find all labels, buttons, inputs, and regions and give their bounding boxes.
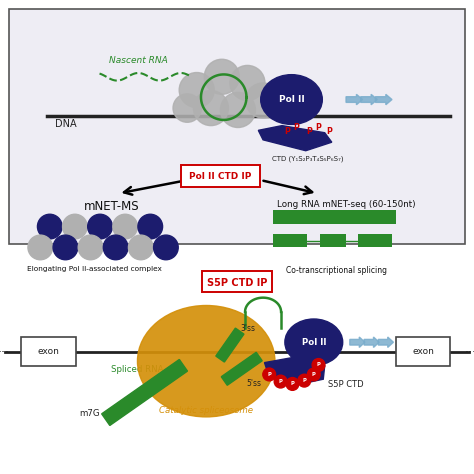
FancyBboxPatch shape bbox=[181, 165, 260, 187]
Text: S5P CTD IP: S5P CTD IP bbox=[207, 277, 267, 288]
Text: P: P bbox=[316, 123, 321, 131]
Text: DNA: DNA bbox=[55, 119, 76, 129]
FancyArrow shape bbox=[350, 337, 365, 347]
Circle shape bbox=[193, 91, 228, 126]
Circle shape bbox=[78, 235, 103, 260]
Circle shape bbox=[154, 235, 178, 260]
Text: P: P bbox=[293, 123, 299, 131]
Text: 5'ss: 5'ss bbox=[246, 379, 261, 388]
Text: P: P bbox=[306, 128, 312, 136]
FancyArrow shape bbox=[364, 337, 379, 347]
Polygon shape bbox=[258, 126, 332, 151]
Text: CTD (Y₁S₂P₃T₄S₅P₆S₇): CTD (Y₁S₂P₃T₄S₅P₆S₇) bbox=[273, 155, 344, 162]
Circle shape bbox=[220, 92, 255, 128]
Text: P: P bbox=[317, 363, 320, 367]
Ellipse shape bbox=[285, 319, 343, 365]
Text: Pol II: Pol II bbox=[301, 338, 326, 346]
Circle shape bbox=[37, 214, 62, 239]
Circle shape bbox=[103, 235, 128, 260]
Text: Spliced RNA: Spliced RNA bbox=[111, 365, 164, 374]
Ellipse shape bbox=[261, 74, 322, 124]
Text: 3'ss: 3'ss bbox=[241, 324, 256, 333]
Text: Pol II CTD IP: Pol II CTD IP bbox=[189, 173, 252, 181]
Bar bbox=[21, 337, 76, 366]
Text: P: P bbox=[312, 372, 316, 377]
Bar bbox=[396, 337, 450, 366]
FancyBboxPatch shape bbox=[9, 9, 465, 244]
Polygon shape bbox=[221, 352, 262, 385]
Circle shape bbox=[88, 214, 112, 239]
Polygon shape bbox=[264, 356, 325, 385]
Text: P: P bbox=[302, 378, 306, 383]
Circle shape bbox=[263, 368, 276, 381]
Text: Catalytic spliceosome: Catalytic spliceosome bbox=[159, 406, 253, 414]
FancyBboxPatch shape bbox=[202, 271, 272, 292]
Text: exon: exon bbox=[37, 347, 60, 356]
Circle shape bbox=[286, 377, 299, 391]
Text: Pol II: Pol II bbox=[279, 95, 304, 104]
Circle shape bbox=[173, 94, 201, 122]
Ellipse shape bbox=[137, 306, 275, 417]
FancyArrow shape bbox=[346, 94, 363, 105]
Bar bbox=[273, 210, 396, 224]
Circle shape bbox=[179, 73, 214, 108]
Text: exon: exon bbox=[412, 347, 434, 356]
Circle shape bbox=[274, 375, 287, 388]
Polygon shape bbox=[101, 359, 188, 426]
Circle shape bbox=[63, 214, 87, 239]
Text: m7G: m7G bbox=[80, 409, 100, 418]
Polygon shape bbox=[216, 328, 244, 362]
Text: P: P bbox=[267, 372, 271, 377]
Circle shape bbox=[53, 235, 78, 260]
FancyArrow shape bbox=[375, 94, 392, 105]
Text: Nascent RNA: Nascent RNA bbox=[109, 55, 168, 64]
Text: P: P bbox=[284, 128, 290, 136]
FancyArrow shape bbox=[361, 94, 377, 105]
Circle shape bbox=[113, 214, 137, 239]
Text: Elongating Pol II-associated complex: Elongating Pol II-associated complex bbox=[27, 266, 162, 273]
Text: mNET-MS: mNET-MS bbox=[83, 200, 139, 212]
Circle shape bbox=[230, 65, 265, 100]
Text: ···: ··· bbox=[464, 346, 474, 359]
Circle shape bbox=[204, 59, 239, 94]
Text: P: P bbox=[327, 128, 332, 136]
Circle shape bbox=[246, 83, 281, 118]
Circle shape bbox=[298, 374, 311, 387]
Circle shape bbox=[128, 235, 153, 260]
Text: ···: ··· bbox=[0, 346, 10, 359]
Bar bbox=[358, 234, 392, 247]
Circle shape bbox=[138, 214, 163, 239]
Bar bbox=[320, 234, 346, 247]
Text: S5P CTD: S5P CTD bbox=[328, 381, 364, 389]
Text: P: P bbox=[291, 382, 294, 386]
Circle shape bbox=[308, 368, 320, 381]
Text: P: P bbox=[279, 379, 283, 384]
Text: Long RNA mNET-seq (60-150nt): Long RNA mNET-seq (60-150nt) bbox=[277, 200, 415, 209]
Bar bbox=[273, 234, 307, 247]
FancyArrow shape bbox=[378, 337, 393, 347]
Circle shape bbox=[28, 235, 53, 260]
Circle shape bbox=[312, 358, 325, 372]
Text: Co-transcriptional splicing: Co-transcriptional splicing bbox=[286, 266, 387, 275]
